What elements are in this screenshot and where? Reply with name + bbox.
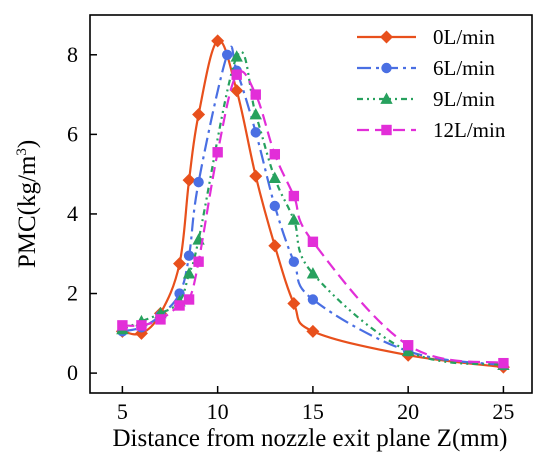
data-point (498, 357, 509, 369)
data-point (287, 296, 301, 310)
data-point (173, 257, 187, 271)
y-tick-label: 4 (67, 201, 78, 226)
legend-marker (380, 92, 393, 104)
x-tick-label: 20 (397, 399, 419, 424)
legend-item: 12L/min (357, 118, 506, 142)
data-point (174, 300, 185, 311)
y-tick-label: 6 (67, 121, 78, 146)
legend-item: 6L/min (357, 56, 495, 80)
y-axis-title-superscript: 3 (14, 148, 30, 156)
data-point (307, 294, 319, 305)
data-point (193, 256, 204, 267)
series-layer (115, 34, 510, 374)
data-point (250, 89, 261, 100)
axis-ticks: 5 10 15 20 25 0 2 4 6 8 (67, 42, 514, 424)
series-4 (117, 69, 509, 369)
data-point (307, 236, 319, 247)
data-point (136, 320, 147, 331)
data-point (183, 294, 195, 305)
legend-label: 6L/min (433, 56, 495, 80)
legend-marker (381, 124, 392, 136)
data-point (268, 239, 282, 253)
y-axis-title-main: PMC(kg/m (14, 155, 41, 268)
data-point (230, 50, 243, 62)
series-line (122, 70, 504, 365)
data-point (250, 127, 261, 138)
data-point (182, 173, 196, 187)
legend-item: 9L/min (357, 87, 495, 111)
legend-item: 0L/min (357, 25, 495, 49)
data-point (211, 34, 225, 48)
series-line (121, 50, 504, 367)
data-point (230, 84, 244, 98)
data-point (231, 69, 242, 80)
data-point (306, 324, 320, 338)
data-point (221, 49, 233, 60)
data-point (155, 314, 166, 325)
data-point (269, 200, 281, 212)
legend-label: 9L/min (433, 87, 495, 111)
y-tick-label: 0 (67, 360, 78, 385)
x-axis-title: Distance from nozzle exit plane Z(mm) (113, 425, 508, 452)
x-tick-label: 5 (117, 399, 128, 424)
y-tick-label: 8 (67, 42, 78, 67)
legend: 0L/min 6L/min 9L/min 12L/min (357, 25, 506, 142)
x-tick-label: 10 (207, 399, 229, 424)
data-point (192, 107, 206, 121)
x-tick-label: 25 (492, 399, 514, 424)
data-point (117, 320, 128, 331)
legend-label: 12L/min (433, 118, 506, 142)
data-point (288, 256, 300, 267)
data-point (268, 171, 281, 184)
plot-area-frame (89, 14, 533, 394)
data-point (288, 190, 300, 202)
data-point (182, 267, 196, 279)
y-tick-label: 2 (67, 281, 78, 306)
data-point (269, 149, 281, 160)
data-point (183, 250, 195, 261)
data-point (402, 340, 414, 351)
y-axis-title: PMC(kg/m3) (14, 140, 41, 268)
data-point (212, 147, 223, 158)
data-point (249, 107, 262, 120)
series-1 (115, 34, 510, 374)
data-point (306, 267, 320, 279)
data-point (249, 169, 263, 183)
legend-marker (381, 62, 392, 74)
legend-marker (380, 30, 393, 44)
data-point (193, 176, 204, 188)
y-axis-title-close: ) (14, 140, 41, 148)
data-point (287, 213, 301, 225)
legend-label: 0L/min (433, 25, 495, 49)
x-tick-label: 15 (302, 399, 324, 424)
